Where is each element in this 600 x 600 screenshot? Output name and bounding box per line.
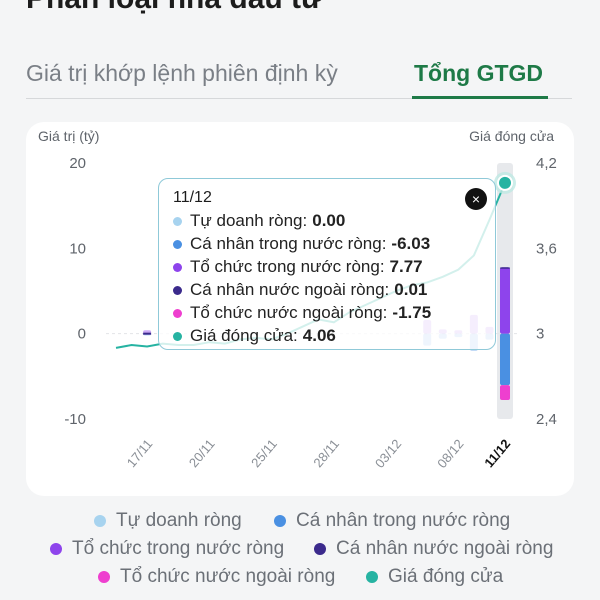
tooltip-value: 7.77 (389, 257, 423, 276)
legend-label: Tự doanh ròng (116, 510, 242, 531)
legend-item-ca-nhan-trong-nuoc[interactable]: Cá nhân trong nước ròng (274, 510, 510, 532)
tooltip-value: 0.01 (394, 280, 428, 299)
x-tick-label: 28/11 (310, 436, 342, 470)
tooltip-row-ca-nhan-nuoc-ngoai: Cá nhân nước ngoài ròng: 0.01 (173, 280, 427, 300)
legend-item-gia-dong-cua[interactable]: Giá đóng cửa (366, 566, 503, 588)
left-tick-label: 0 (78, 326, 86, 343)
tooltip-dot (173, 285, 182, 295)
tooltip-label: Tổ chức trong nước ròng: (190, 257, 385, 276)
tab-total-value[interactable]: Tổng GTGD (414, 60, 544, 86)
legend-label: Cá nhân trong nước ròng (296, 510, 511, 531)
tooltip-value: -6.03 (391, 234, 431, 253)
tab-divider (26, 98, 572, 99)
legend-label: Tổ chức nước ngoài ròng (120, 566, 336, 587)
bar-segment (500, 267, 510, 334)
x-tick-label: 17/11 (124, 436, 156, 470)
legend-label: Giá đóng cửa (388, 566, 504, 587)
tooltip-row-ca-nhan-trong-nuoc: Cá nhân trong nước ròng: -6.03 (173, 234, 430, 254)
x-tick-label: 25/11 (248, 436, 280, 470)
bar-segment (500, 385, 510, 401)
tooltip-label: Giá đóng cửa: (190, 326, 298, 345)
tooltip-dot (173, 308, 182, 318)
tooltip-label: Tự doanh ròng: (190, 211, 308, 230)
tab-bar: Giá trị khớp lệnh phiên định kỳ Tổng GTG… (26, 58, 572, 100)
legend-dot (94, 515, 106, 527)
legend-item-tu-doanh[interactable]: Tự doanh ròng (94, 510, 242, 532)
x-tick-label: 11/12 (481, 436, 513, 470)
tab-matched-value[interactable]: Giá trị khớp lệnh phiên định kỳ (26, 60, 338, 86)
legend-item-ca-nhan-nuoc-ngoai[interactable]: Cá nhân nước ngoài ròng (314, 538, 553, 560)
active-tab-indicator (412, 96, 548, 99)
tooltip-label: Cá nhân nước ngoài ròng: (190, 280, 390, 299)
x-tick-label: 08/12 (434, 436, 466, 471)
price-point (497, 174, 513, 191)
right-tick-label: 3 (536, 326, 544, 343)
tooltip-dot (173, 331, 182, 341)
bar-segment (500, 267, 510, 269)
close-icon[interactable]: × (465, 188, 487, 210)
tooltip-dot (173, 239, 182, 249)
tooltip-date: 11/12 (173, 189, 212, 206)
page-title: Phân loại nhà đầu tư (26, 0, 323, 16)
legend-label: Tổ chức trong nước ròng (72, 538, 285, 559)
tooltip-label: Tổ chức nước ngoài ròng: (190, 303, 388, 322)
tooltip-row-to-chuc-trong-nuoc: Tổ chức trong nước ròng: 7.77 (173, 257, 423, 277)
right-tick-label: 3,6 (536, 240, 557, 257)
tooltip-row-to-chuc-nuoc-ngoai: Tổ chức nước ngoài ròng: -1.75 (173, 303, 431, 323)
chart-tooltip: 11/12 × Tự doanh ròng: 0.00 Cá nhân tron… (158, 178, 496, 350)
legend-item-to-chuc-nuoc-ngoai[interactable]: Tổ chức nước ngoài ròng (98, 566, 335, 588)
right-axis-title: Giá đóng cửa (469, 128, 554, 144)
tooltip-value: -1.75 (392, 303, 432, 322)
tooltip-label: Cá nhân trong nước ròng: (190, 234, 387, 253)
bar-segment (500, 333, 510, 386)
tooltip-value: 0.00 (312, 211, 346, 230)
tooltip-dot (173, 262, 182, 272)
tooltip-row-gia-dong-cua: Giá đóng cửa: 4.06 (173, 326, 336, 346)
left-tick-label: 20 (69, 155, 86, 172)
legend-dot (50, 543, 62, 555)
left-tick-label: -10 (64, 411, 86, 428)
legend-dot (274, 515, 286, 527)
right-tick-label: 4,2 (536, 155, 557, 172)
legend-dot (366, 571, 378, 583)
x-tick-label: 03/12 (372, 436, 404, 471)
legend-dot (98, 571, 110, 583)
right-tick-label: 2,4 (536, 411, 557, 428)
legend-item-to-chuc-trong-nuoc[interactable]: Tổ chức trong nước ròng (50, 538, 284, 560)
left-tick-label: 10 (69, 240, 86, 257)
tooltip-dot (173, 216, 182, 226)
x-tick-label: 20/11 (186, 436, 218, 470)
legend-label: Cá nhân nước ngoài ròng (336, 538, 554, 559)
legend-dot (314, 543, 326, 555)
tooltip-row-tu-doanh: Tự doanh ròng: 0.00 (173, 211, 345, 231)
tooltip-value: 4.06 (302, 326, 336, 345)
left-axis-title: Giá trị (tỷ) (38, 128, 99, 144)
